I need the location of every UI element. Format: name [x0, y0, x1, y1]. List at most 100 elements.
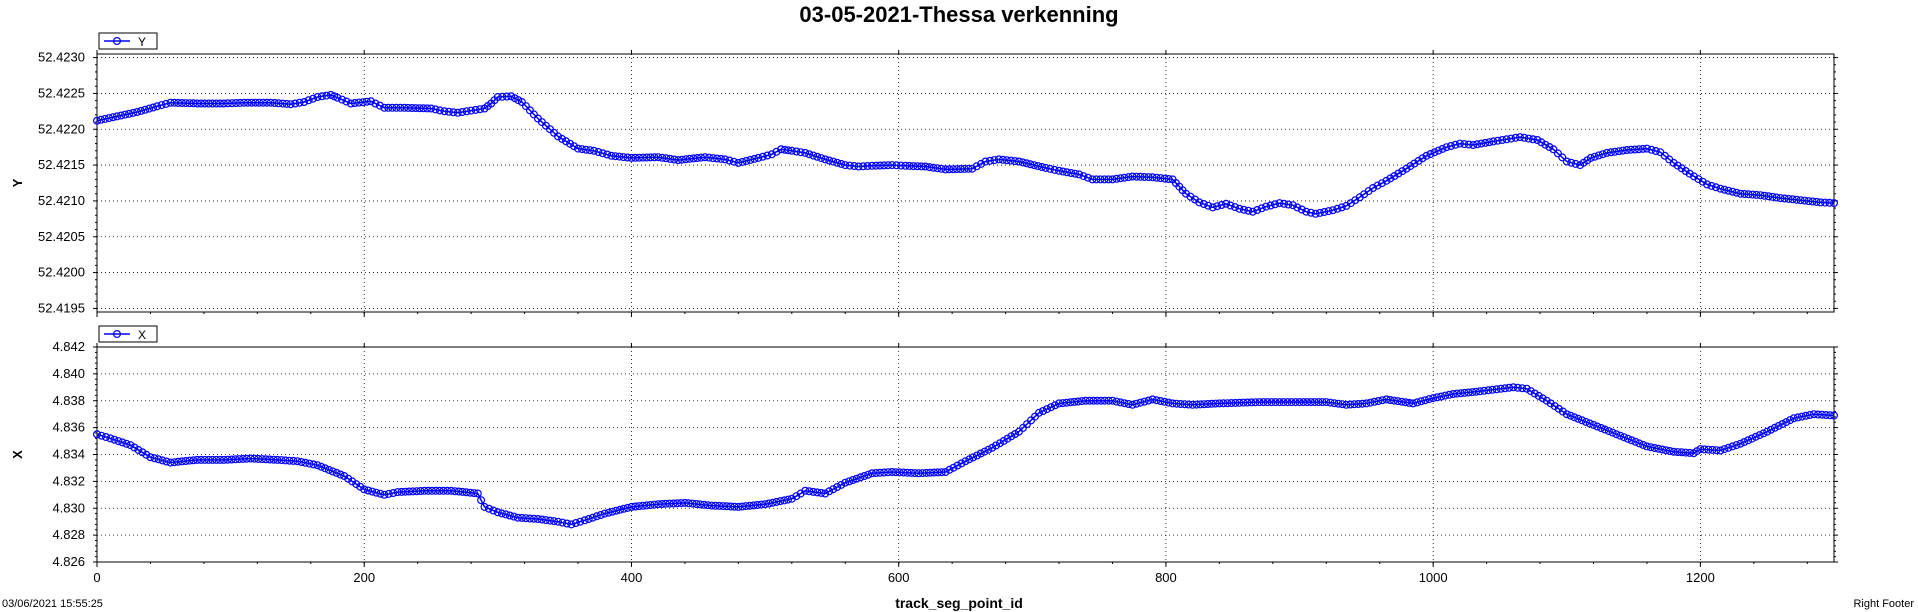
data-point [1203, 400, 1212, 409]
data-point [837, 159, 846, 168]
y-tick-label: 52.4220 [38, 121, 85, 136]
data-point [1244, 206, 1253, 215]
data-point [1696, 445, 1705, 454]
data-point [567, 520, 576, 529]
data-point [340, 472, 349, 481]
data-point [1524, 134, 1533, 143]
data-point [565, 139, 574, 148]
data-point [1148, 395, 1157, 404]
data-point [725, 156, 734, 165]
data-point [366, 97, 375, 106]
data-point [1275, 398, 1284, 407]
data-point [1164, 398, 1173, 407]
data-point [1600, 425, 1609, 434]
data-point [738, 502, 747, 511]
data-point [344, 474, 353, 483]
legend: X [98, 325, 158, 343]
data-point [1703, 180, 1712, 189]
data-point [1610, 147, 1619, 156]
data-point [1577, 416, 1586, 425]
data-point [497, 509, 506, 518]
data-point [925, 163, 934, 172]
data-point [185, 456, 194, 465]
data-point [1093, 396, 1102, 405]
data-point [255, 98, 264, 107]
data-point [1759, 429, 1768, 438]
data-point [1022, 159, 1031, 168]
data-point [1342, 400, 1351, 409]
data-point [813, 152, 822, 161]
data-point [1764, 192, 1773, 201]
data-point [354, 98, 363, 107]
data-point [879, 161, 888, 170]
data-point [585, 146, 594, 155]
data-point [449, 108, 458, 117]
data-point [1724, 443, 1733, 452]
data-point [1805, 411, 1814, 420]
data-point [397, 487, 406, 496]
data-point [901, 161, 910, 170]
data-point [235, 455, 244, 464]
data-point [917, 162, 926, 171]
data-point [444, 107, 453, 116]
data-point [1485, 138, 1494, 147]
data-point [166, 98, 175, 107]
data-point [336, 470, 345, 479]
data-point [1034, 408, 1043, 417]
data-point [525, 514, 534, 523]
data-point [1542, 396, 1551, 405]
data-point [841, 161, 850, 170]
data-point [258, 455, 267, 464]
data-point [1464, 140, 1473, 149]
data-point [1132, 399, 1141, 408]
data-point [388, 103, 397, 112]
data-point [541, 516, 550, 525]
data-point [1164, 175, 1173, 184]
data-point [1026, 160, 1035, 169]
data-point [185, 99, 194, 108]
data-point [1104, 396, 1113, 405]
data-point [358, 98, 367, 107]
data-point [435, 106, 444, 115]
data-point [431, 105, 440, 114]
data-point [883, 468, 892, 477]
data-point [852, 474, 861, 483]
data-point [829, 157, 838, 166]
data-point [1642, 144, 1651, 153]
data-point [623, 503, 632, 512]
data-point [1788, 195, 1797, 204]
data-point [1658, 445, 1667, 454]
data-point [1429, 394, 1438, 403]
data-point [118, 438, 127, 447]
data-point [1096, 175, 1105, 184]
data-point [825, 156, 834, 165]
data-point [926, 468, 935, 477]
data-point [295, 98, 304, 107]
data-point [1215, 399, 1224, 408]
legend-marker [112, 330, 121, 339]
data-point [573, 144, 582, 153]
data-point [896, 161, 905, 170]
y-tick-label: 4.840 [52, 366, 85, 381]
data-point [741, 502, 750, 511]
data-point [553, 517, 562, 526]
data-point [1033, 162, 1042, 171]
data-point [342, 97, 351, 106]
data-point [1188, 400, 1197, 409]
data-point [1493, 136, 1502, 145]
data-point [845, 477, 854, 486]
data-point [1050, 401, 1059, 410]
y-tick-label: 52.4200 [38, 265, 85, 280]
data-point [952, 165, 961, 174]
data-point [1774, 421, 1783, 430]
data-point [635, 502, 644, 511]
data-point [1195, 198, 1204, 207]
data-point [149, 103, 158, 112]
data-point [291, 99, 300, 108]
data-point [476, 105, 485, 114]
data-point [473, 489, 482, 498]
data-point [1386, 174, 1395, 183]
data-point [1793, 413, 1802, 422]
data-point [985, 156, 994, 165]
data-point [200, 455, 209, 464]
